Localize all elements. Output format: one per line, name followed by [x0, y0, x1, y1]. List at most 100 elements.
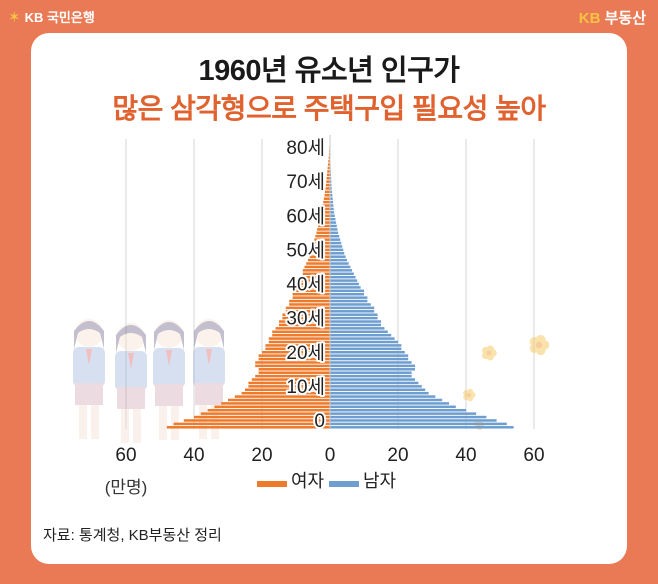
male-bar	[330, 265, 351, 269]
male-bar	[330, 194, 333, 197]
x-tick-label: 40	[455, 445, 476, 466]
kb-realestate-logo: KB 부동산	[579, 7, 646, 28]
age-label-halo: 50세	[286, 239, 325, 261]
female-bar	[328, 156, 330, 160]
female-bar	[327, 170, 330, 173]
female-bar	[194, 415, 330, 419]
legend: 여자 남자	[257, 471, 397, 491]
kb-kookmin-logo-text: KB 국민은행	[24, 10, 95, 25]
male-bar	[330, 340, 398, 344]
male-bar	[330, 412, 477, 415]
female-bar	[166, 426, 330, 429]
male-bar	[330, 231, 339, 235]
male-bar	[330, 289, 364, 293]
female-bar	[297, 282, 330, 286]
male-bar	[330, 310, 375, 313]
female-bar	[251, 378, 330, 381]
male-bar	[330, 207, 334, 211]
student-figure	[153, 320, 185, 440]
male-bar	[330, 183, 332, 187]
male-bar	[330, 323, 381, 327]
female-bar	[318, 224, 330, 228]
male-bar	[330, 320, 381, 323]
female-bar	[325, 187, 330, 190]
male-bar	[330, 347, 402, 351]
female-bar	[304, 265, 330, 269]
male-bar	[330, 234, 340, 238]
kb-star-icon: ✶	[8, 8, 21, 26]
male-bar	[330, 252, 345, 255]
female-bar	[173, 422, 330, 426]
male-bar	[330, 292, 364, 296]
age-label-halo: 0	[314, 411, 325, 432]
female-bar	[275, 327, 330, 330]
age-tick-label: 0	[314, 411, 325, 432]
female-bar	[282, 313, 330, 316]
male-bar	[330, 361, 412, 364]
x-tick-label: 20	[251, 445, 272, 466]
age-label-halo: 20세	[286, 342, 325, 364]
flower-icon	[529, 334, 550, 356]
male-bar	[330, 197, 333, 200]
pyramid-bars	[166, 135, 514, 429]
x-tick-label: 20	[387, 445, 408, 466]
male-bar	[330, 204, 334, 207]
female-bar	[292, 296, 330, 299]
male-bar	[330, 176, 332, 180]
male-bar	[330, 408, 466, 412]
male-bar	[330, 303, 371, 306]
legend-swatch	[329, 481, 359, 487]
male-bar	[330, 221, 337, 224]
male-bar	[330, 330, 388, 334]
male-bar	[330, 228, 338, 231]
male-bar	[330, 368, 415, 371]
male-bar	[330, 282, 359, 286]
male-bar	[330, 258, 347, 262]
male-bar	[330, 419, 497, 422]
male-bar	[330, 415, 487, 419]
kb-realestate-logo-text: 부동산	[604, 10, 646, 27]
male-bar	[330, 224, 337, 228]
legend-label: 남자	[363, 471, 397, 491]
female-bar	[324, 194, 330, 197]
male-bar	[330, 327, 385, 330]
age-label-halo: 60세	[286, 205, 325, 227]
female-bar	[296, 289, 330, 293]
age-tick-label: 80세	[286, 137, 325, 159]
female-bar	[245, 388, 330, 392]
male-bar	[330, 173, 332, 177]
age-tick-label: 30세	[286, 308, 325, 330]
male-bar	[330, 299, 368, 303]
male-bar	[330, 344, 402, 347]
male-bar	[330, 385, 422, 388]
male-bar	[330, 241, 342, 245]
female-bar	[292, 292, 330, 296]
male-bar	[330, 262, 349, 265]
female-bar	[279, 320, 330, 323]
female-bar	[307, 258, 330, 262]
age-label-halo: 10세	[286, 376, 325, 398]
male-bar	[330, 337, 395, 340]
female-bar	[265, 347, 330, 351]
male-bar	[330, 374, 412, 378]
female-bar	[322, 204, 330, 207]
female-bar	[285, 310, 330, 313]
male-bar	[330, 187, 332, 190]
male-bar	[330, 245, 343, 248]
female-bar	[221, 402, 330, 405]
age-label-halo: 70세	[286, 171, 325, 193]
x-axis-unit-label: (만명)	[105, 478, 148, 497]
female-bar	[302, 272, 330, 276]
female-bar	[311, 248, 330, 252]
male-bar	[330, 211, 335, 214]
male-bar	[330, 200, 334, 204]
population-pyramid-chart: 0010세10세20세20세30세30세40세40세50세50세60세60세70…	[73, 135, 550, 497]
female-bar	[265, 344, 330, 347]
female-bar	[324, 190, 330, 194]
male-bar	[330, 378, 415, 381]
age-tick-label: 50세	[286, 239, 325, 261]
male-bar	[330, 255, 346, 258]
male-bar	[330, 306, 375, 310]
female-bar	[328, 153, 330, 156]
male-bar	[330, 269, 353, 272]
